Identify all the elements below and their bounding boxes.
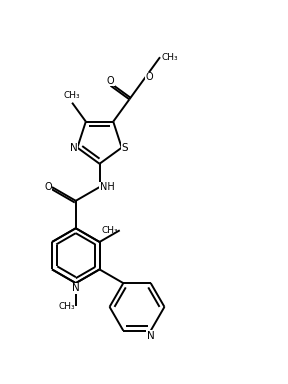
Text: CH₃: CH₃ bbox=[58, 302, 75, 311]
Text: NH: NH bbox=[100, 182, 114, 192]
Text: O: O bbox=[107, 76, 114, 86]
Text: N: N bbox=[72, 283, 80, 293]
Text: CH₃: CH₃ bbox=[64, 91, 80, 101]
Text: O: O bbox=[145, 72, 153, 82]
Text: S: S bbox=[122, 142, 128, 153]
Text: CH₃: CH₃ bbox=[161, 53, 178, 62]
Text: O: O bbox=[44, 182, 52, 192]
Text: N: N bbox=[70, 142, 77, 153]
Text: CH₃: CH₃ bbox=[102, 226, 119, 235]
Text: N: N bbox=[147, 331, 155, 341]
